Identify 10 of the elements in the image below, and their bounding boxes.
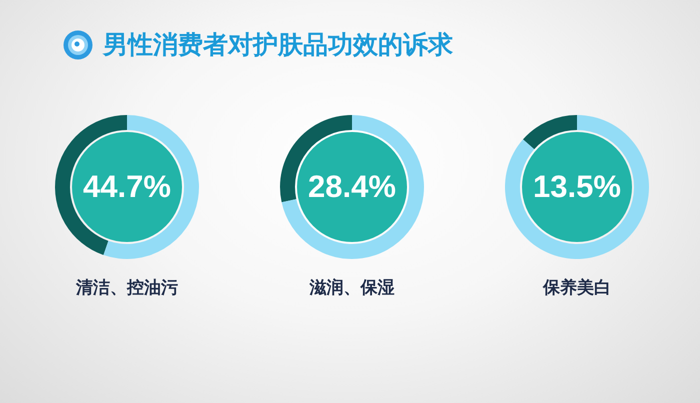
- donut-slice: [522, 115, 577, 150]
- text: 清洁、控油污: [76, 277, 178, 299]
- donut-slice: [505, 115, 649, 259]
- text: 男性消费者对护肤品功效的诉求: [103, 30, 453, 60]
- text: 滋润、保湿: [310, 277, 394, 299]
- text: 保养美白: [543, 277, 611, 299]
- data-label: 28.4%: [308, 169, 396, 205]
- data-label: 13.5%: [533, 169, 621, 205]
- donut-slice: [282, 115, 424, 259]
- data-label: 44.7%: [83, 169, 171, 205]
